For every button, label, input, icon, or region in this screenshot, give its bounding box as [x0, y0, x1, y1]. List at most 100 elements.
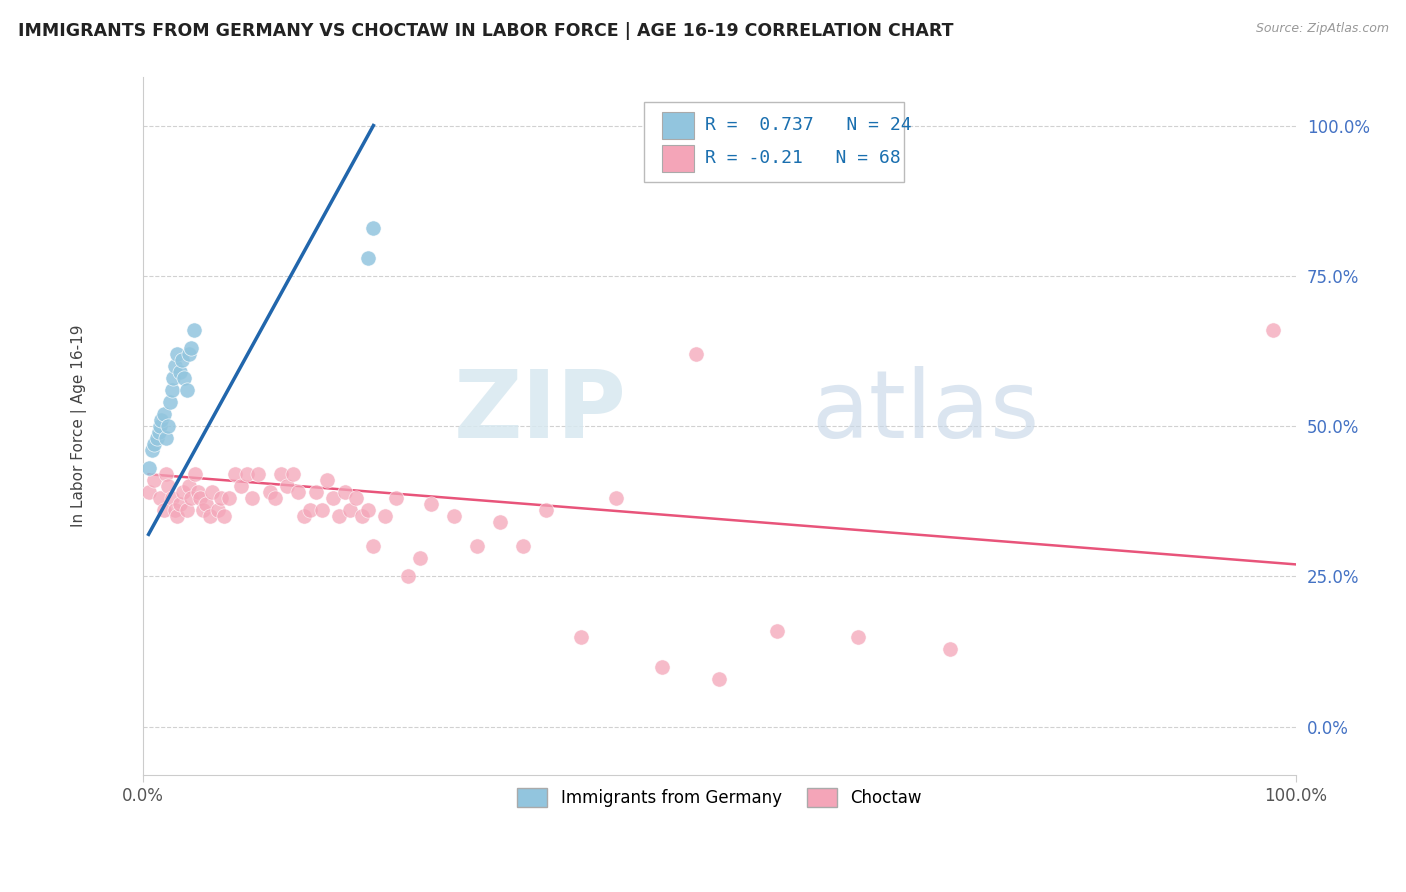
Point: [173, 371, 195, 385]
Point: [152, 503, 174, 517]
Point: [207, 503, 229, 517]
Text: Source: ZipAtlas.com: Source: ZipAtlas.com: [1256, 22, 1389, 36]
Text: atlas: atlas: [811, 367, 1040, 458]
Point: [846, 630, 869, 644]
Text: IMMIGRANTS FROM GERMANY VS CHOCTAW IN LABOR FORCE | AGE 16-19 CORRELATION CHART: IMMIGRANTS FROM GERMANY VS CHOCTAW IN LA…: [18, 22, 953, 40]
Point: [160, 491, 183, 506]
Point: [356, 503, 378, 517]
Point: [209, 491, 232, 506]
Point: [374, 509, 396, 524]
Point: [259, 485, 281, 500]
Point: [166, 509, 188, 524]
Point: [240, 491, 263, 506]
Point: [281, 467, 304, 482]
Point: [287, 485, 309, 500]
Point: [939, 641, 962, 656]
Point: [709, 672, 731, 686]
Point: [292, 509, 315, 524]
Point: [162, 371, 184, 385]
Point: [143, 437, 166, 451]
Point: [180, 341, 202, 355]
Point: [569, 630, 592, 644]
Point: [190, 491, 212, 506]
Point: [177, 347, 200, 361]
Point: [170, 353, 193, 368]
Point: [165, 503, 187, 517]
Point: [339, 503, 361, 517]
Point: [149, 419, 172, 434]
Point: [201, 485, 224, 500]
Point: [322, 491, 344, 506]
Point: [224, 467, 246, 482]
Point: [247, 467, 270, 482]
Point: [264, 491, 287, 506]
Point: [465, 540, 488, 554]
Point: [160, 383, 183, 397]
Point: [356, 251, 378, 265]
Text: ZIP: ZIP: [454, 367, 627, 458]
Point: [651, 659, 673, 673]
Point: [311, 503, 333, 517]
Point: [155, 431, 177, 445]
Point: [536, 503, 558, 517]
Point: [183, 467, 205, 482]
Point: [385, 491, 408, 506]
Point: [229, 479, 252, 493]
Point: [489, 516, 512, 530]
Point: [172, 485, 194, 500]
Point: [270, 467, 292, 482]
Point: [176, 383, 198, 397]
Point: [363, 220, 385, 235]
Point: [685, 347, 707, 361]
Point: [316, 473, 339, 487]
Point: [166, 347, 188, 361]
Point: [212, 509, 235, 524]
Point: [198, 509, 221, 524]
Point: [276, 479, 298, 493]
Point: [169, 365, 191, 379]
Point: [149, 491, 172, 506]
Point: [148, 425, 170, 439]
FancyBboxPatch shape: [662, 145, 695, 171]
Point: [328, 509, 350, 524]
Y-axis label: In Labor Force | Age 16-19: In Labor Force | Age 16-19: [72, 325, 87, 527]
Point: [443, 509, 465, 524]
Point: [396, 569, 419, 583]
Point: [344, 491, 367, 506]
Point: [187, 485, 209, 500]
Point: [408, 551, 430, 566]
Point: [333, 485, 356, 500]
Point: [1261, 323, 1284, 337]
Point: [138, 485, 160, 500]
Point: [177, 479, 200, 493]
Point: [165, 359, 187, 373]
Point: [157, 479, 180, 493]
FancyBboxPatch shape: [662, 112, 695, 139]
FancyBboxPatch shape: [644, 102, 904, 182]
Point: [235, 467, 257, 482]
Point: [150, 413, 173, 427]
Point: [195, 497, 218, 511]
Point: [141, 443, 163, 458]
Text: R =  0.737   N = 24: R = 0.737 N = 24: [706, 117, 912, 135]
Point: [143, 473, 166, 487]
Point: [183, 323, 205, 337]
Point: [176, 503, 198, 517]
Point: [605, 491, 627, 506]
Point: [305, 485, 328, 500]
Point: [218, 491, 240, 506]
Point: [512, 540, 534, 554]
Legend: Immigrants from Germany, Choctaw: Immigrants from Germany, Choctaw: [509, 780, 929, 815]
Point: [157, 419, 180, 434]
Point: [159, 395, 181, 409]
Point: [155, 467, 177, 482]
Point: [138, 461, 160, 475]
Point: [420, 497, 443, 511]
Text: R = -0.21   N = 68: R = -0.21 N = 68: [706, 150, 901, 168]
Point: [363, 540, 385, 554]
Point: [350, 509, 373, 524]
Point: [766, 624, 789, 638]
Point: [191, 503, 214, 517]
Point: [169, 497, 191, 511]
Point: [180, 491, 202, 506]
